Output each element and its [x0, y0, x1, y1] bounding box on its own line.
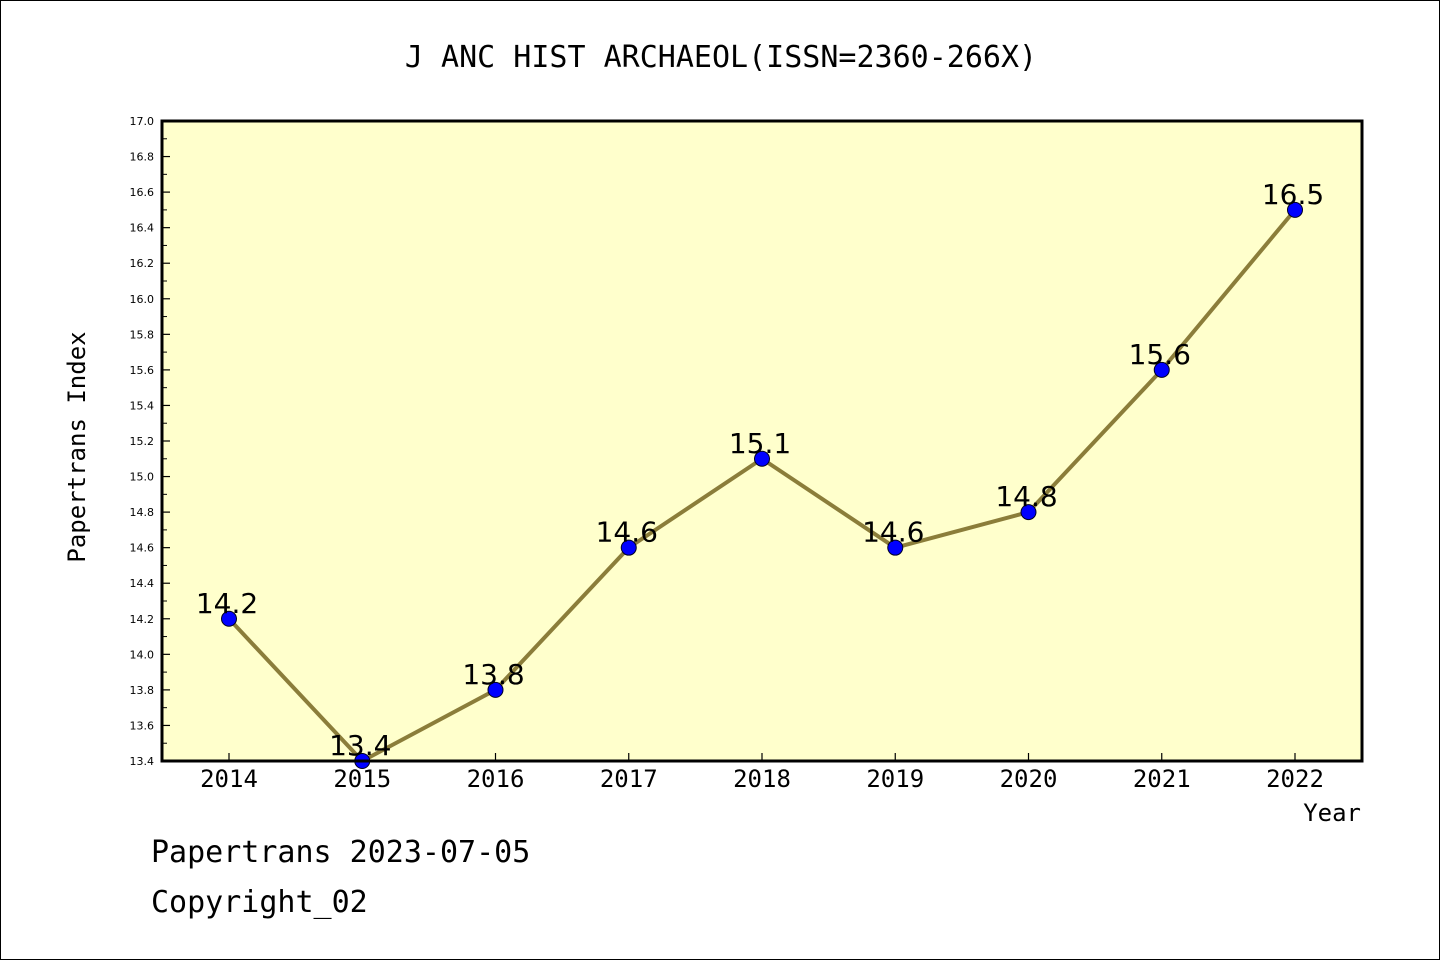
y-axis-label: Papertrans Index — [63, 331, 91, 562]
data-point — [221, 610, 237, 627]
data-labels: 14.2 13.4 13.8 14.6 15.1 14.6 14.8 15.6 16.5 — [196, 178, 1324, 762]
footer-date: Papertrans 2023-07-05 — [151, 835, 531, 870]
y-tick-label: 15.2 — [130, 435, 155, 448]
y-tick-label: 14.8 — [130, 506, 155, 519]
y-axis: 13.4 13.6 13.8 14.0 14.2 14.4 14.6 14.8 15.0 15.2… — [130, 115, 170, 768]
x-tick-label: 2014 — [200, 765, 258, 793]
y-tick-label: 16.6 — [130, 186, 155, 199]
data-point — [487, 681, 504, 698]
y-tick-label: 14.6 — [130, 542, 155, 555]
data-point — [1153, 361, 1170, 378]
x-tick-label: 2016 — [467, 765, 525, 793]
y-tick-label: 15.6 — [130, 364, 155, 377]
footer-copyright: Copyright_02 — [151, 885, 368, 920]
x-tick-label: 2017 — [600, 765, 658, 793]
y-tick-label: 16.2 — [130, 257, 155, 270]
data-point — [620, 539, 637, 556]
x-tick-label: 2022 — [1266, 765, 1324, 793]
x-axis-label: Year — [1303, 799, 1361, 827]
y-tick-label: 14.2 — [130, 613, 155, 626]
y-tick-label: 13.8 — [130, 684, 155, 697]
data-label: 14.6 — [596, 516, 658, 549]
data-label: 15.1 — [729, 427, 791, 460]
data-label: 15.6 — [1129, 338, 1191, 371]
y-tick-label: 15.0 — [130, 471, 155, 484]
data-label: 14.6 — [862, 516, 924, 549]
data-label: 14.2 — [196, 587, 258, 620]
data-label: 14.8 — [995, 480, 1057, 513]
data-label: 13.8 — [462, 658, 524, 691]
y-tick-label: 17.0 — [130, 115, 155, 128]
data-point — [1020, 504, 1037, 521]
y-tick-label: 14.0 — [130, 648, 155, 661]
y-tick-label: 13.4 — [130, 755, 155, 768]
x-axis: 2014 2015 2016 2017 2018 2019 2020 2021 2022 — [200, 753, 1324, 793]
x-tick-label: 2018 — [733, 765, 791, 793]
y-tick-label: 15.4 — [130, 399, 155, 412]
data-point — [887, 539, 904, 556]
y-tick-label: 15.8 — [130, 328, 155, 341]
y-tick-label: 16.8 — [130, 151, 155, 164]
x-tick-label: 2021 — [1133, 765, 1191, 793]
x-tick-label: 2019 — [866, 765, 924, 793]
x-tick-label: 2015 — [333, 765, 391, 793]
data-label: 13.4 — [329, 729, 391, 762]
plot-border — [160, 119, 1364, 763]
y-tick-label: 16.0 — [130, 293, 155, 306]
data-point — [1287, 201, 1303, 218]
chart-title: J ANC HIST ARCHAEOL(ISSN=2360-266X) — [405, 40, 1037, 75]
y-tick-label: 13.6 — [130, 719, 155, 732]
x-tick-label: 2020 — [1000, 765, 1058, 793]
plot-area — [162, 121, 1362, 761]
y-tick-label: 14.4 — [130, 577, 155, 590]
y-tick-label: 16.4 — [130, 222, 155, 235]
data-point — [754, 450, 770, 467]
data-label: 16.5 — [1262, 178, 1324, 211]
